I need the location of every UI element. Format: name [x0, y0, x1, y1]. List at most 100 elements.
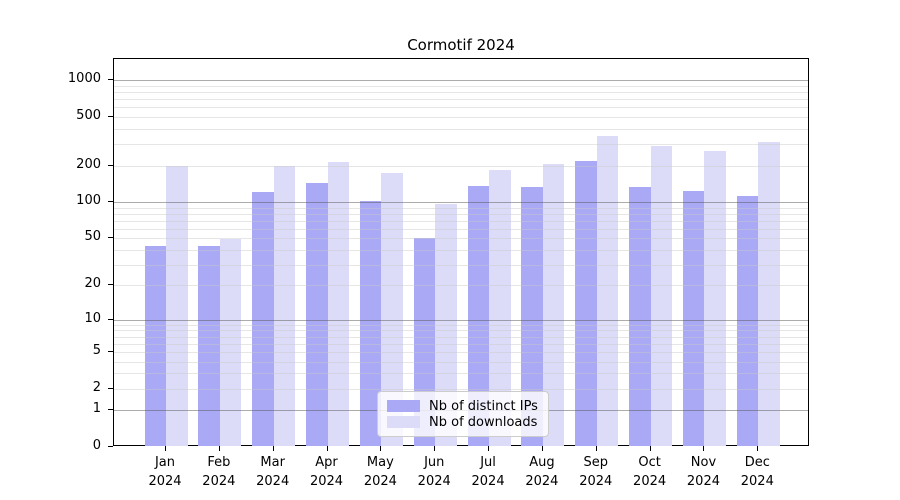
y-tick-label: 100	[76, 193, 101, 209]
y-tick-label: 0	[92, 438, 101, 453]
y-tick-mark	[108, 350, 113, 352]
y-gridline-major	[114, 80, 808, 82]
y-tick-mark	[108, 409, 113, 411]
grid-layer	[114, 59, 808, 445]
x-tick-mark	[434, 446, 436, 451]
y-tick-mark	[108, 446, 113, 447]
bar-distinct-ips	[629, 187, 651, 446]
y-tick-label: 500	[76, 108, 101, 124]
y-tick-label: 5	[92, 342, 101, 358]
y-gridline-minor	[114, 220, 808, 222]
y-gridline-minor	[114, 373, 808, 375]
y-tick-label: 2	[92, 379, 101, 395]
bar-downloads	[219, 239, 242, 446]
x-tick-label: Oct 2024	[633, 455, 667, 489]
y-gridline-major	[114, 202, 808, 204]
bar-downloads	[489, 169, 511, 446]
y-tick-label: 20	[84, 276, 101, 292]
y-tick-mark	[108, 79, 113, 81]
x-tick-label: Nov 2024	[686, 455, 720, 489]
y-tick-label: 1	[92, 401, 101, 417]
y-tick-mark	[108, 116, 113, 118]
y-gridline-minor	[114, 249, 808, 251]
y-tick-mark	[108, 318, 113, 320]
y-gridline-minor	[114, 324, 808, 326]
y-gridline-minor	[114, 207, 808, 209]
bar-downloads	[542, 163, 565, 446]
bar-downloads	[758, 142, 780, 446]
x-tick-label: Jan 2024	[148, 455, 182, 489]
legend-label-distinct-ips: Nb of distinct IPs	[429, 398, 538, 414]
x-tick-label: Jun 2024	[417, 455, 451, 489]
y-tick-label: 10	[84, 310, 101, 326]
y-gridline-minor	[114, 165, 808, 167]
bar-downloads	[166, 165, 188, 446]
y-tick-label: 50	[84, 229, 101, 245]
bars-layer	[114, 59, 808, 446]
x-tick-mark	[757, 446, 759, 451]
bar-distinct-ips	[306, 182, 328, 446]
x-tick-label: Mar 2024	[256, 455, 290, 489]
y-gridline-minor	[114, 361, 808, 363]
bar-downloads	[650, 145, 673, 446]
y-gridline-minor	[114, 351, 808, 353]
legend-swatch-downloads-icon	[387, 416, 420, 428]
y-gridline-minor	[114, 264, 808, 266]
y-gridline-minor	[114, 128, 808, 130]
y-gridline-minor	[114, 388, 808, 390]
legend-label-downloads: Nb of downloads	[429, 414, 538, 430]
bar-downloads	[435, 203, 457, 446]
x-tick-mark	[488, 446, 490, 451]
bar-distinct-ips	[682, 191, 705, 446]
y-gridline-minor	[114, 117, 808, 119]
x-tick-mark	[218, 446, 220, 451]
y-gridline-minor	[114, 85, 808, 87]
bar-distinct-ips	[144, 246, 166, 446]
x-tick-label: Jul 2024	[471, 455, 505, 489]
y-gridline-major	[114, 319, 808, 321]
y-gridline-minor	[114, 343, 808, 345]
bar-downloads	[596, 135, 619, 446]
y-gridline-minor	[114, 92, 808, 94]
y-tick-mark	[108, 387, 113, 389]
x-tick-label: Sep 2024	[579, 455, 613, 489]
legend: Nb of distinct IPs Nb of downloads	[377, 391, 549, 437]
bar-distinct-ips	[736, 196, 759, 446]
bar-downloads	[381, 173, 403, 446]
y-gridline-minor	[114, 238, 808, 240]
y-gridline-minor	[114, 213, 808, 215]
y-tick-mark	[108, 284, 113, 286]
legend-swatch-distinct-ips-icon	[387, 400, 420, 412]
chart-title: Cormotif 2024	[407, 36, 515, 54]
y-tick-label: 1000	[67, 71, 101, 87]
y-tick-mark	[108, 164, 113, 166]
bar-downloads	[327, 162, 350, 446]
bar-distinct-ips	[521, 186, 543, 446]
bar-distinct-ips	[198, 246, 220, 446]
x-tick-mark	[541, 446, 543, 451]
bar-distinct-ips	[252, 191, 274, 446]
x-tick-mark	[326, 446, 328, 451]
y-gridline-minor	[114, 99, 808, 101]
legend-item-distinct-ips: Nb of distinct IPs	[387, 398, 539, 414]
x-tick-label: May 2024	[363, 455, 397, 489]
y-gridline-minor	[114, 285, 808, 287]
bar-distinct-ips	[359, 200, 382, 446]
x-tick-mark	[703, 446, 705, 451]
bar-downloads	[704, 150, 726, 446]
x-tick-mark	[272, 446, 274, 451]
bar-distinct-ips	[467, 186, 490, 446]
y-gridline-minor	[114, 336, 808, 338]
y-tick-label: 200	[76, 156, 101, 172]
y-tick-mark	[108, 201, 113, 203]
y-tick-mark	[108, 237, 113, 239]
y-gridline-minor	[114, 330, 808, 332]
bar-distinct-ips	[575, 160, 597, 446]
legend-item-downloads: Nb of downloads	[387, 414, 539, 430]
y-gridline-minor	[114, 144, 808, 146]
bar-downloads	[273, 165, 296, 446]
x-tick-label: Apr 2024	[309, 455, 344, 489]
x-tick-mark	[165, 446, 166, 451]
x-tick-label: Dec 2024	[740, 455, 774, 489]
